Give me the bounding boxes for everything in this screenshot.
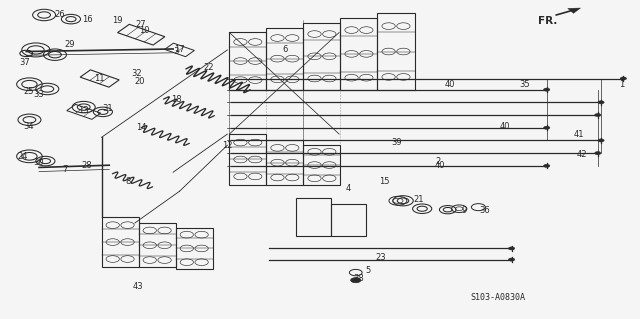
Text: 21: 21 — [413, 195, 424, 204]
Text: 12: 12 — [222, 141, 233, 150]
Text: 18: 18 — [171, 95, 182, 104]
Text: 16: 16 — [81, 15, 92, 24]
Text: 40: 40 — [435, 161, 445, 170]
Text: 23: 23 — [375, 254, 386, 263]
Text: 40: 40 — [500, 122, 511, 131]
Circle shape — [508, 258, 515, 261]
Text: 40: 40 — [444, 80, 455, 89]
Text: 5: 5 — [365, 266, 371, 275]
Text: 11: 11 — [95, 74, 105, 83]
Circle shape — [620, 77, 627, 80]
Text: 37: 37 — [20, 58, 30, 67]
Text: 39: 39 — [391, 137, 402, 146]
Text: 33: 33 — [34, 90, 44, 99]
Circle shape — [595, 152, 601, 155]
Circle shape — [543, 164, 550, 167]
Text: 30: 30 — [34, 158, 44, 167]
Circle shape — [508, 247, 515, 250]
Text: 7: 7 — [62, 165, 67, 174]
Text: 35: 35 — [519, 80, 530, 89]
Text: 10: 10 — [139, 26, 150, 35]
Text: 3: 3 — [173, 47, 179, 56]
Circle shape — [543, 126, 550, 129]
Text: 4: 4 — [346, 184, 351, 193]
Text: 15: 15 — [379, 177, 389, 186]
Text: 29: 29 — [65, 40, 75, 49]
Circle shape — [598, 139, 604, 142]
Text: 14: 14 — [136, 123, 147, 132]
Text: 38: 38 — [353, 274, 364, 283]
Text: S103-A0830A: S103-A0830A — [470, 293, 525, 302]
Text: 31: 31 — [102, 104, 113, 113]
Circle shape — [351, 278, 361, 283]
Text: FR.: FR. — [538, 16, 558, 26]
Text: 28: 28 — [81, 161, 92, 170]
Text: 2: 2 — [435, 157, 441, 166]
Polygon shape — [568, 8, 580, 13]
Text: 8: 8 — [125, 177, 131, 186]
Text: 20: 20 — [134, 77, 145, 86]
Text: 22: 22 — [203, 63, 214, 72]
Text: 6: 6 — [282, 45, 287, 55]
Text: 27: 27 — [136, 20, 147, 29]
Text: 36: 36 — [479, 206, 490, 215]
Text: 24: 24 — [18, 152, 28, 161]
Text: 26: 26 — [55, 11, 65, 19]
Text: 41: 41 — [573, 130, 584, 138]
Text: 17: 17 — [174, 45, 185, 55]
Text: 13: 13 — [79, 106, 89, 115]
Text: 9: 9 — [461, 206, 467, 215]
Text: 1: 1 — [620, 80, 625, 89]
Circle shape — [598, 101, 604, 104]
Circle shape — [543, 88, 550, 91]
Text: 42: 42 — [577, 150, 587, 159]
Text: 32: 32 — [131, 69, 142, 78]
Text: 34: 34 — [23, 122, 33, 131]
Text: 19: 19 — [112, 16, 123, 25]
Text: 43: 43 — [132, 282, 143, 291]
Text: 25: 25 — [23, 87, 33, 96]
Circle shape — [595, 114, 601, 117]
